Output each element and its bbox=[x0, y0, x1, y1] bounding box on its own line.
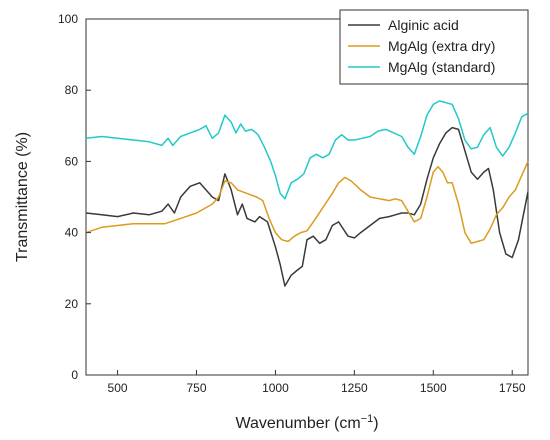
series-line-1 bbox=[85, 161, 529, 245]
x-axis-title-main: Wavenumber bbox=[235, 415, 330, 432]
plot-frame bbox=[85, 18, 529, 376]
y-tick-label: 60 bbox=[65, 154, 79, 168]
x-axis-title-close: ) bbox=[373, 415, 378, 432]
series-layer bbox=[85, 100, 529, 287]
series-line-2 bbox=[85, 100, 529, 200]
x-tick-label: 1750 bbox=[499, 381, 526, 395]
y-axis-title: Transmittance (%) bbox=[14, 132, 31, 262]
series-line-0 bbox=[85, 126, 529, 287]
x-tick-label: 500 bbox=[108, 381, 128, 395]
legend-label: MgAlg (standard) bbox=[388, 59, 495, 75]
legend: Alginic acid MgAlg (extra dry) MgAlg (stan… bbox=[339, 9, 529, 85]
y-tick-label: 0 bbox=[71, 368, 78, 382]
legend-box bbox=[339, 9, 529, 85]
y-tick-label: 80 bbox=[65, 83, 79, 97]
x-tick-label: 1000 bbox=[262, 381, 289, 395]
x-tick-label: 750 bbox=[186, 381, 206, 395]
y-tick-label: 20 bbox=[65, 297, 79, 311]
x-tick-label: 1250 bbox=[341, 381, 368, 395]
axes: 500 750 1000 1250 1500 1750 0 20 40 60 80 100 bbox=[58, 12, 526, 395]
y-tick-label: 40 bbox=[65, 226, 79, 240]
x-tick-label: 1500 bbox=[420, 381, 447, 395]
y-tick-label: 100 bbox=[58, 12, 78, 26]
legend-label: MgAlg (extra dry) bbox=[388, 38, 495, 54]
legend-label: Alginic acid bbox=[388, 17, 459, 33]
x-axis-title: Wavenumber (cm−1) bbox=[235, 413, 378, 432]
x-axis-title-sup: −1 bbox=[361, 413, 374, 425]
x-axis-title-unit: (cm bbox=[334, 415, 361, 432]
